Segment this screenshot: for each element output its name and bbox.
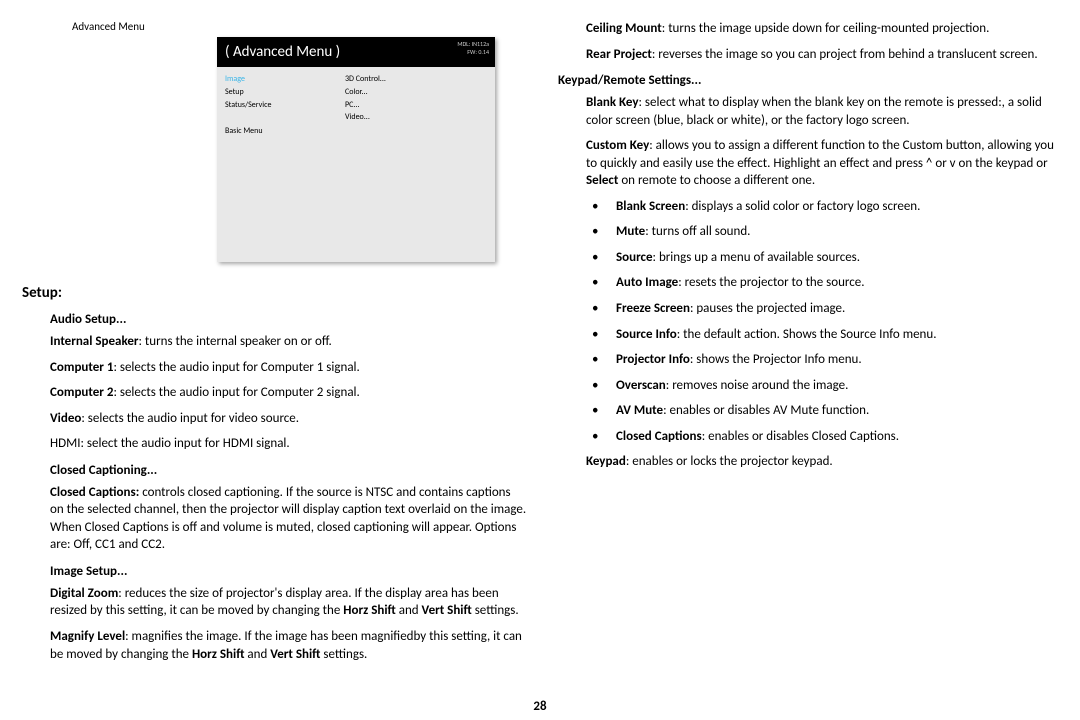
menu-item-pc: PC... [345, 99, 457, 112]
menu-item-image: Image [225, 73, 337, 86]
para-magnify-level: Magnify Level: magnifies the image. If t… [50, 628, 527, 663]
para-digital-zoom: Digital Zoom: reduces the size of projec… [50, 585, 527, 620]
menu-title-text: Advanced Menu [230, 43, 336, 61]
bullet-text: Blank Screen: displays a solid color or … [616, 198, 920, 216]
bullet-text: Mute: turns off all sound. [616, 223, 750, 241]
bullet-item: •Overscan: removes noise around the imag… [586, 377, 1058, 395]
bullet-dot: • [586, 402, 616, 420]
menu-caption: Advanced Menu [72, 20, 527, 33]
bullet-dot: • [586, 326, 616, 344]
para-computer2: Computer 2: selects the audio input for … [50, 384, 527, 402]
closed-captioning-heading: Closed Captioning... [50, 463, 527, 478]
advanced-menu-screenshot: ( Advanced Menu ) MDL: IN112a FW: 0.14 I… [217, 37, 495, 262]
bullet-dot: • [586, 223, 616, 241]
menu-item-color: Color... [345, 86, 457, 99]
bullet-dot: • [586, 274, 616, 292]
para-blank-key: Blank Key: select what to display when t… [586, 94, 1058, 129]
bullet-item: •Closed Captions: enables or disables Cl… [586, 428, 1058, 446]
bullet-text: Source Info: the default action. Shows t… [616, 326, 936, 344]
menu-item-3d: 3D Control... [345, 73, 457, 86]
menu-item-basic: Basic Menu [225, 125, 337, 138]
para-computer1: Computer 1: selects the audio input for … [50, 359, 527, 377]
bullet-item: •Blank Screen: displays a solid color or… [586, 198, 1058, 216]
bullet-text: Closed Captions: enables or disables Clo… [616, 428, 899, 446]
bullet-item: •Source Info: the default action. Shows … [586, 326, 1058, 344]
para-hdmi: HDMI: select the audio input for HDMI si… [50, 435, 527, 453]
bullet-item: •Auto Image: resets the projector to the… [586, 274, 1058, 292]
para-rear-project: Rear Project: reverses the image so you … [586, 46, 1058, 64]
para-video: Video: selects the audio input for video… [50, 410, 527, 428]
audio-setup-heading: Audio Setup... [50, 312, 527, 327]
bullet-dot: • [586, 377, 616, 395]
bullet-text: Freeze Screen: pauses the projected imag… [616, 300, 845, 318]
menu-item-setup: Setup [225, 86, 337, 99]
bullet-dot: • [586, 300, 616, 318]
bullet-item: •Freeze Screen: pauses the projected ima… [586, 300, 1058, 318]
page-number: 28 [533, 699, 546, 714]
bullet-text: Auto Image: resets the projector to the … [616, 274, 865, 292]
image-setup-heading: Image Setup... [50, 564, 527, 579]
custom-key-bullet-list: •Blank Screen: displays a solid color or… [586, 198, 1058, 445]
menu-header: ( Advanced Menu ) MDL: IN112a FW: 0.14 [217, 37, 495, 67]
para-custom-key: Custom Key: allows you to assign a diffe… [586, 137, 1058, 190]
menu-meta: MDL: IN112a FW: 0.14 [457, 41, 489, 57]
bullet-item: •Source: brings up a menu of available s… [586, 249, 1058, 267]
menu-meta-fw: FW: 0.14 [457, 49, 489, 57]
para-closed-captions: Closed Captions: controls closed caption… [50, 484, 527, 554]
keypad-remote-heading: Keypad/Remote Settings... [558, 73, 1058, 88]
bullet-text: Projector Info: shows the Projector Info… [616, 351, 862, 369]
bullet-text: Overscan: removes noise around the image… [616, 377, 848, 395]
para-internal-speaker: Internal Speaker: turns the internal spe… [50, 333, 527, 351]
bullet-text: Source: brings up a menu of available so… [616, 249, 860, 267]
bullet-item: •Projector Info: shows the Projector Inf… [586, 351, 1058, 369]
bullet-text: AV Mute: enables or disables AV Mute fun… [616, 402, 869, 420]
bullet-dot: • [586, 428, 616, 446]
bullet-dot: • [586, 198, 616, 216]
para-ceiling-mount: Ceiling Mount: turns the image upside do… [586, 20, 1058, 38]
bullet-dot: • [586, 249, 616, 267]
bullet-item: •Mute: turns off all sound. [586, 223, 1058, 241]
bullet-dot: • [586, 351, 616, 369]
bullet-item: •AV Mute: enables or disables AV Mute fu… [586, 402, 1058, 420]
para-keypad: Keypad: enables or locks the projector k… [586, 453, 1058, 471]
setup-heading: Setup: [22, 284, 527, 302]
menu-item-status: Status/Service [225, 99, 337, 112]
paren-close: ) [336, 43, 341, 61]
menu-item-video: Video... [345, 111, 457, 124]
